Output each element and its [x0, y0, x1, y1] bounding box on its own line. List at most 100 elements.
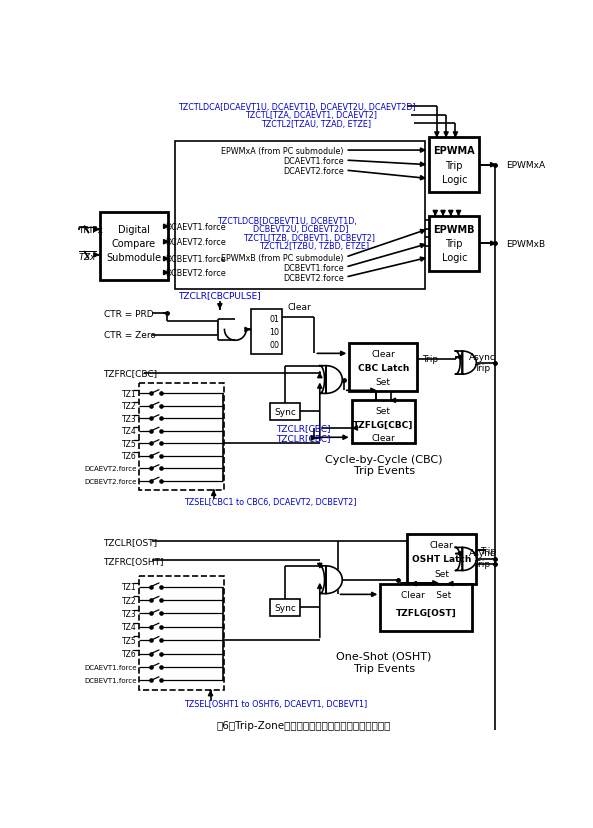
Text: TZFLG[OST]: TZFLG[OST]: [396, 609, 457, 618]
Text: Trip: Trip: [480, 546, 496, 556]
Text: TZSEL[CBC1 to CBC6, DCAEVT2, DCBEVT2]: TZSEL[CBC1 to CBC6, DCAEVT2, DCBEVT2]: [184, 498, 356, 507]
Text: Logic: Logic: [442, 175, 467, 185]
Text: TZ6: TZ6: [122, 452, 137, 461]
Text: Logic: Logic: [442, 253, 467, 262]
Text: EPWMA: EPWMA: [433, 146, 475, 156]
Text: 01: 01: [269, 315, 279, 324]
Text: Trip: Trip: [445, 161, 463, 171]
Text: TZFRC[CBC]: TZFRC[CBC]: [104, 368, 158, 378]
Text: DCBEVT1.force: DCBEVT1.force: [283, 263, 344, 272]
Text: TZ2: TZ2: [122, 596, 137, 604]
Text: TZ1: TZ1: [122, 389, 137, 398]
Text: TZ1: TZ1: [122, 582, 137, 591]
Text: EPWMxA: EPWMxA: [506, 161, 546, 170]
Text: Clear: Clear: [287, 302, 311, 311]
Text: Digital: Digital: [118, 225, 150, 235]
Text: Cycle-by-Cycle (CBC): Cycle-by-Cycle (CBC): [326, 455, 443, 465]
Text: Clear: Clear: [429, 540, 454, 549]
Text: DCBEVT1.force: DCBEVT1.force: [165, 255, 226, 264]
Bar: [352, 401, 415, 444]
Text: CTR = PRD: CTR = PRD: [104, 310, 153, 319]
Bar: [429, 137, 480, 193]
Text: TZCTLDCB[DCBEVT1U, DCBEVT1D,: TZCTLDCB[DCBEVT1U, DCBEVT1D,: [218, 216, 357, 225]
Text: DCAEVT1.force: DCAEVT1.force: [283, 156, 344, 166]
Text: TZCTL[TZA, DCAEVT1, DCAEVT2]: TZCTL[TZA, DCAEVT1, DCAEVT2]: [246, 111, 377, 120]
Text: Trip: Trip: [474, 363, 490, 373]
Text: DCAEVT2.force: DCAEVT2.force: [283, 166, 344, 176]
Text: Async: Async: [469, 353, 496, 362]
Text: EPWMB: EPWMB: [433, 224, 475, 234]
Text: TZFLG[CBC]: TZFLG[CBC]: [353, 420, 413, 429]
Text: TZCLR[CBC]: TZCLR[CBC]: [276, 434, 330, 443]
Bar: [100, 213, 168, 281]
Text: TZ6: TZ6: [122, 649, 137, 658]
Text: Clear: Clear: [371, 349, 395, 359]
Text: Set: Set: [434, 570, 449, 579]
Text: TZCLR[CBC]: TZCLR[CBC]: [276, 424, 330, 433]
Text: DCAEVT1.force: DCAEVT1.force: [165, 223, 226, 232]
Text: CTR = Zero: CTR = Zero: [104, 331, 155, 340]
Text: TZ4: TZ4: [122, 623, 137, 632]
Text: Trip Events: Trip Events: [353, 466, 415, 476]
Polygon shape: [218, 320, 246, 341]
Text: TZCLR[OST]: TZCLR[OST]: [104, 537, 158, 546]
Text: Trip: Trip: [445, 239, 463, 249]
Text: DCBEVT2.force: DCBEVT2.force: [283, 273, 344, 282]
Text: Clear    Set: Clear Set: [401, 590, 451, 599]
Text: DCAEVT2.force: DCAEVT2.force: [85, 466, 137, 472]
Text: TZFRC[OSHT]: TZFRC[OSHT]: [104, 556, 164, 566]
Text: TZ5: TZ5: [122, 636, 137, 645]
Bar: [139, 384, 225, 490]
Polygon shape: [455, 352, 476, 375]
Text: DCBEVT2.force: DCBEVT2.force: [85, 479, 137, 484]
Text: DCAEVT1.force: DCAEVT1.force: [84, 664, 137, 670]
Text: TZ3: TZ3: [122, 609, 137, 619]
Text: DCBEVT1.force: DCBEVT1.force: [84, 677, 137, 684]
Bar: [407, 534, 476, 584]
Text: Set: Set: [376, 407, 391, 416]
Text: EPWMxA (from PC submodule): EPWMxA (from PC submodule): [221, 147, 344, 156]
Text: 10: 10: [269, 328, 279, 337]
Text: Trip: Trip: [474, 560, 490, 568]
Text: TZCTL2[TZBU, TZBD, ETZE]: TZCTL2[TZBU, TZBD, ETZE]: [259, 242, 369, 251]
Text: TZ3: TZ3: [122, 414, 137, 423]
Bar: [251, 310, 282, 354]
Text: EPWMxB: EPWMxB: [506, 239, 546, 248]
Text: CBC Latch: CBC Latch: [358, 363, 409, 373]
Polygon shape: [320, 366, 342, 394]
Text: $\overline{TZx}$: $\overline{TZx}$: [78, 248, 97, 262]
Text: 00: 00: [269, 341, 279, 350]
Bar: [270, 599, 299, 616]
Text: TZCLR[CBCPULSE]: TZCLR[CBCPULSE]: [178, 291, 261, 300]
Bar: [175, 142, 425, 289]
Text: EPWMxB (from PC submodule): EPWMxB (from PC submodule): [221, 253, 344, 262]
Bar: [270, 403, 299, 420]
Text: DCBEVT2.force: DCBEVT2.force: [165, 268, 226, 277]
Text: Async: Async: [469, 549, 496, 557]
Text: TZ5: TZ5: [122, 440, 137, 448]
Text: Trip: Trip: [422, 355, 438, 363]
Bar: [380, 584, 471, 632]
Text: TRIPx: TRIPx: [78, 225, 103, 234]
Text: TZCTL2[TZAU, TZAD, ETZE]: TZCTL2[TZAU, TZAD, ETZE]: [261, 119, 371, 128]
Bar: [139, 576, 225, 690]
Text: Submodule: Submodule: [106, 253, 161, 262]
Text: TZ2: TZ2: [122, 402, 137, 411]
Text: Set: Set: [376, 378, 391, 387]
Text: DCBEVT2U, DCBEVT2D]: DCBEVT2U, DCBEVT2D]: [253, 225, 349, 233]
Text: TZCTLDCA[DCAEVT1U, DCAEVT1D, DCAEVT2U, DCAEVT2D]: TZCTLDCA[DCAEVT1U, DCAEVT1D, DCAEVT2U, D…: [178, 103, 416, 112]
Text: Sync: Sync: [274, 604, 296, 612]
Text: Clear: Clear: [371, 433, 395, 442]
Text: OSHT Latch: OSHT Latch: [412, 555, 471, 564]
Bar: [429, 216, 480, 272]
Bar: [349, 344, 417, 392]
Polygon shape: [455, 548, 476, 570]
Text: Sync: Sync: [274, 407, 296, 416]
Text: TZCTL[TZB, DCBEVT1, DCBEVT2]: TZCTL[TZB, DCBEVT1, DCBEVT2]: [243, 233, 375, 243]
Text: Compare: Compare: [111, 239, 156, 249]
Text: TZ4: TZ4: [122, 427, 137, 436]
Text: 図6：Trip-Zoneサブモジュールコントロールロジック: 図6：Trip-Zoneサブモジュールコントロールロジック: [216, 720, 391, 730]
Text: One-Shot (OSHT): One-Shot (OSHT): [336, 651, 432, 662]
Text: Trip Events: Trip Events: [353, 662, 415, 672]
Text: TZSEL[OSHT1 to OSHT6, DCAEVT1, DCBEVT1]: TZSEL[OSHT1 to OSHT6, DCAEVT1, DCBEVT1]: [184, 700, 368, 708]
